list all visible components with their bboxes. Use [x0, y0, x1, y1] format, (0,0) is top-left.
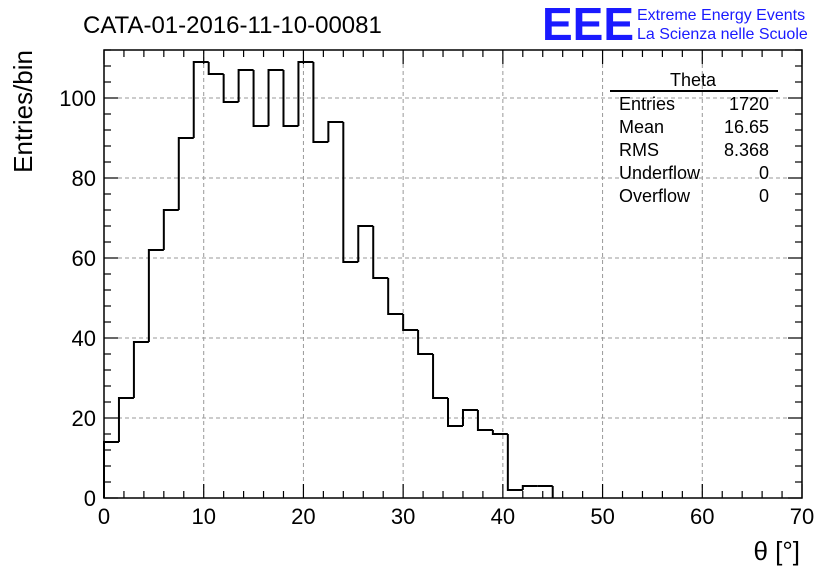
x-tick-label-3: 30	[391, 504, 415, 529]
stats-label-underflow: Underflow	[619, 163, 701, 183]
x-tick-label-7: 70	[790, 504, 814, 529]
histogram-bin-3	[147, 249, 164, 342]
histogram-bin-26	[491, 430, 508, 435]
histogram-bin-5	[177, 137, 194, 210]
x-tick-label-0: 0	[98, 504, 110, 529]
eee-logo-line1: Extreme Energy Events	[637, 7, 805, 24]
histogram-bin-24	[461, 409, 478, 426]
histogram-bin-17	[357, 225, 374, 262]
histogram-series	[103, 61, 554, 498]
stats-value-mean: 16.65	[724, 117, 769, 137]
x-tick-label-4: 40	[491, 504, 515, 529]
histogram-bin-11	[267, 69, 284, 126]
histogram-bin-14	[312, 62, 329, 143]
stats-box: Theta Entries 1720 Mean 16.65 RMS 8.368 …	[610, 70, 778, 206]
stats-value-rms: 8.368	[724, 140, 769, 160]
stats-label-rms: RMS	[619, 140, 659, 160]
grid-lines	[104, 50, 802, 498]
histogram-bin-1	[117, 397, 134, 442]
x-tick-label-6: 60	[690, 504, 714, 529]
histogram-bin-12	[282, 70, 299, 127]
stats-title: Theta	[670, 70, 717, 90]
histogram-bin-27	[506, 434, 523, 491]
stats-label-mean: Mean	[619, 117, 664, 137]
plot-frame	[103, 49, 803, 499]
histogram-bin-18	[372, 226, 389, 279]
stats-value-entries: 1720	[729, 94, 769, 114]
stats-label-overflow: Overflow	[619, 186, 691, 206]
stats-label-entries: Entries	[619, 94, 675, 114]
stats-value-overflow: 0	[759, 186, 769, 206]
histogram-bin-19	[387, 278, 404, 315]
histogram-bin-7	[207, 62, 224, 75]
y-tick-label-1: 20	[72, 406, 96, 431]
histogram-bin-25	[476, 410, 493, 431]
histogram-bin-22	[432, 354, 449, 399]
histogram-bin-15	[327, 121, 344, 142]
eee-logo-mark: EEE	[542, 0, 634, 50]
y-tick-label-2: 40	[72, 326, 96, 351]
x-axis-label: θ [°]	[753, 536, 800, 566]
histogram-bin-16	[342, 122, 359, 263]
axis-ticks	[103, 49, 803, 499]
histogram-bin-6	[192, 61, 209, 138]
histogram-bin-2	[132, 341, 149, 398]
x-tick-labels: 0 10 20 30 40 50 60 70	[98, 504, 814, 529]
histogram-bin-8	[222, 74, 239, 103]
histogram-bin-21	[417, 330, 434, 355]
y-tick-labels: 0 20 40 60 80 100	[59, 86, 96, 511]
eee-logo: EEE Extreme Energy Events La Scienza nel…	[542, 0, 808, 50]
histogram-bin-23	[447, 398, 463, 427]
histogram-bin-20	[402, 314, 419, 331]
y-axis-label: Entries/bin	[8, 50, 38, 173]
chart-title: CATA-01-2016-11-10-00081	[83, 12, 382, 39]
histogram-bin-4	[162, 209, 179, 250]
x-tick-label-1: 10	[191, 504, 215, 529]
stats-value-underflow: 0	[759, 163, 769, 183]
y-tick-label-3: 60	[72, 246, 96, 271]
histogram-bin-13	[297, 61, 314, 126]
y-tick-label-0: 0	[84, 486, 96, 511]
y-tick-label-5: 100	[59, 86, 96, 111]
x-tick-label-5: 50	[590, 504, 614, 529]
x-tick-label-2: 20	[291, 504, 315, 529]
histogram-bin-9	[237, 69, 254, 102]
histogram-bin-10	[252, 70, 269, 127]
y-tick-label-4: 80	[72, 166, 96, 191]
histogram-bin-28	[521, 485, 538, 490]
eee-logo-line2: La Scienza nelle Scuole	[637, 26, 808, 43]
